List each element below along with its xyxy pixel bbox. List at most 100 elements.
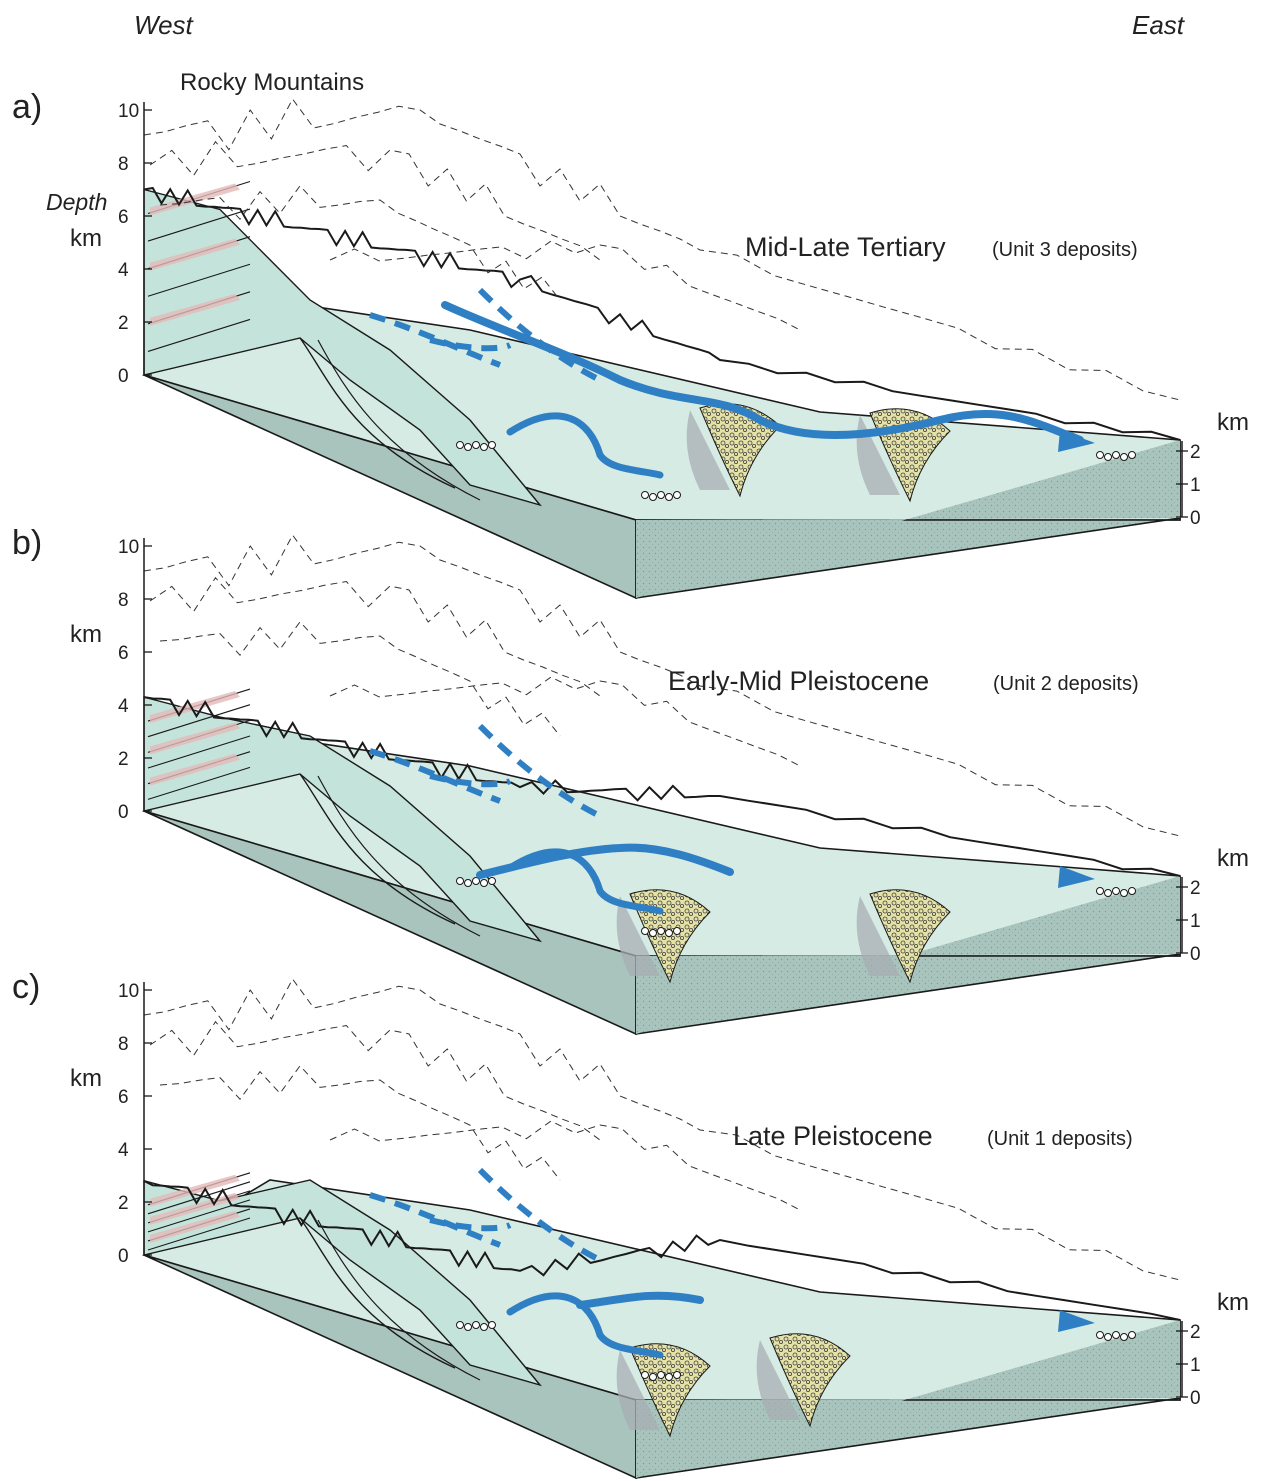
incised-valley-shadow: [756, 1340, 800, 1420]
red-stratum: [150, 1210, 240, 1243]
gravel-deposit: [869, 889, 951, 984]
left-depth-axis: 10 8 6 4 2 0 km: [70, 981, 152, 1267]
gravel-clast: [480, 443, 488, 451]
unit-label: (Unit 2 deposits): [993, 673, 1139, 695]
former-topography-line: [143, 534, 1181, 837]
west-label: West: [134, 10, 195, 40]
gravel-clast: [1120, 453, 1128, 461]
left-axis-unit: km: [70, 225, 102, 252]
red-stratum: [150, 691, 240, 724]
gravel-clast: [1096, 451, 1104, 459]
gravel-clast: [480, 1323, 488, 1331]
era-label: Early-Mid Pleistocene: [668, 666, 929, 696]
gravel-clast: [480, 879, 488, 887]
former-topography-line: [159, 621, 561, 737]
left-tick-label: 0: [118, 802, 129, 823]
east-label: East: [1132, 10, 1186, 40]
red-stratum: [150, 753, 240, 786]
former-topography-line: [329, 676, 801, 767]
right-axis-unit: km: [1217, 409, 1249, 436]
left-tick-label: 10: [118, 101, 139, 122]
former-topography-line: [149, 576, 601, 697]
gravel-clast: [665, 929, 673, 937]
left-depth-axis: 10 8 6 4 2 0 Depth km: [46, 101, 152, 387]
former-topography-line: [143, 978, 1181, 1281]
stratum-line: [147, 1217, 251, 1251]
left-tick-label: 4: [118, 696, 129, 717]
incised-valley-shadow: [686, 410, 730, 490]
stratum-line: [147, 704, 251, 738]
gravel-clast: [456, 1321, 464, 1329]
former-topography-line: [159, 1065, 561, 1181]
gravel-clast: [488, 877, 496, 885]
paleo-drainage-dashed-2: [477, 287, 602, 383]
gravel-clast: [1120, 1333, 1128, 1341]
main-river: [441, 301, 1084, 444]
paleo-drainage-dashed-2: [477, 723, 602, 819]
gravel-clast: [657, 927, 665, 935]
bedrock-wedge: [143, 188, 542, 507]
gravel-clast: [673, 491, 681, 499]
tributary-river: [506, 412, 664, 479]
gravel-clast: [1112, 887, 1120, 895]
thrust-fault: [299, 773, 456, 925]
left-axis-unit: km: [70, 621, 102, 648]
gravel-clast: [641, 927, 649, 935]
red-stratum: [150, 1174, 240, 1207]
gravel-clast: [1112, 1331, 1120, 1339]
gravel-clast: [456, 877, 464, 885]
gravel-clast: [657, 1371, 665, 1379]
gravel-clast: [464, 443, 472, 451]
thrust-fault-2: [317, 775, 481, 937]
gravel-clast: [472, 877, 480, 885]
incised-valley-shadow: [856, 896, 900, 976]
main-river: [476, 843, 734, 879]
gravel-clast: [665, 493, 673, 501]
stratum-line: [147, 318, 251, 352]
main-river: [576, 1291, 704, 1309]
right-tick-label: 0: [1190, 1388, 1201, 1409]
left-tick-label: 8: [118, 590, 129, 611]
left-tick-label: 2: [118, 1193, 129, 1214]
mountain-front: [143, 1179, 1181, 1321]
left-tick-label: 4: [118, 260, 129, 281]
gravel-clast: [649, 1373, 657, 1381]
left-tick-label: 2: [118, 313, 129, 334]
gravel-clast: [641, 491, 649, 499]
red-stratum: [150, 1192, 240, 1225]
gravel-clast: [1128, 451, 1136, 459]
right-elevation-axis: 2 1 0 km: [1176, 845, 1249, 965]
red-stratum: [150, 238, 240, 271]
right-elevation-axis: 2 1 0 km: [1176, 409, 1249, 529]
gravel-clast: [456, 441, 464, 449]
thrust-fault-2: [317, 339, 481, 501]
left-axis-unit: km: [70, 1065, 102, 1092]
right-tick-label: 2: [1190, 878, 1201, 899]
red-stratum: [150, 293, 240, 326]
gravel-clast: [657, 491, 665, 499]
gravel-clast: [673, 927, 681, 935]
right-tick-label: 1: [1190, 911, 1201, 932]
rocky-mountains-label: Rocky Mountains: [180, 69, 364, 96]
stratum-line: [147, 735, 251, 769]
gravel-clast: [665, 1373, 673, 1381]
incised-valley-shadow: [616, 896, 660, 976]
unit-label: (Unit 1 deposits): [987, 1128, 1133, 1150]
panel-letter: a): [12, 88, 42, 126]
flow-arrowhead: [1058, 1310, 1095, 1332]
right-tick-label: 0: [1190, 508, 1201, 529]
former-topography-line: [329, 240, 801, 331]
gravel-clast: [472, 1321, 480, 1329]
gravel-clast: [472, 441, 480, 449]
gravel-clast: [673, 1371, 681, 1379]
left-tick-label: 10: [118, 981, 139, 1002]
gravel-clast: [488, 441, 496, 449]
gravel-clast: [1104, 453, 1112, 461]
right-tick-label: 0: [1190, 944, 1201, 965]
left-tick-label: 0: [118, 366, 129, 387]
paleo-drainage-dashed-2: [477, 1167, 602, 1263]
